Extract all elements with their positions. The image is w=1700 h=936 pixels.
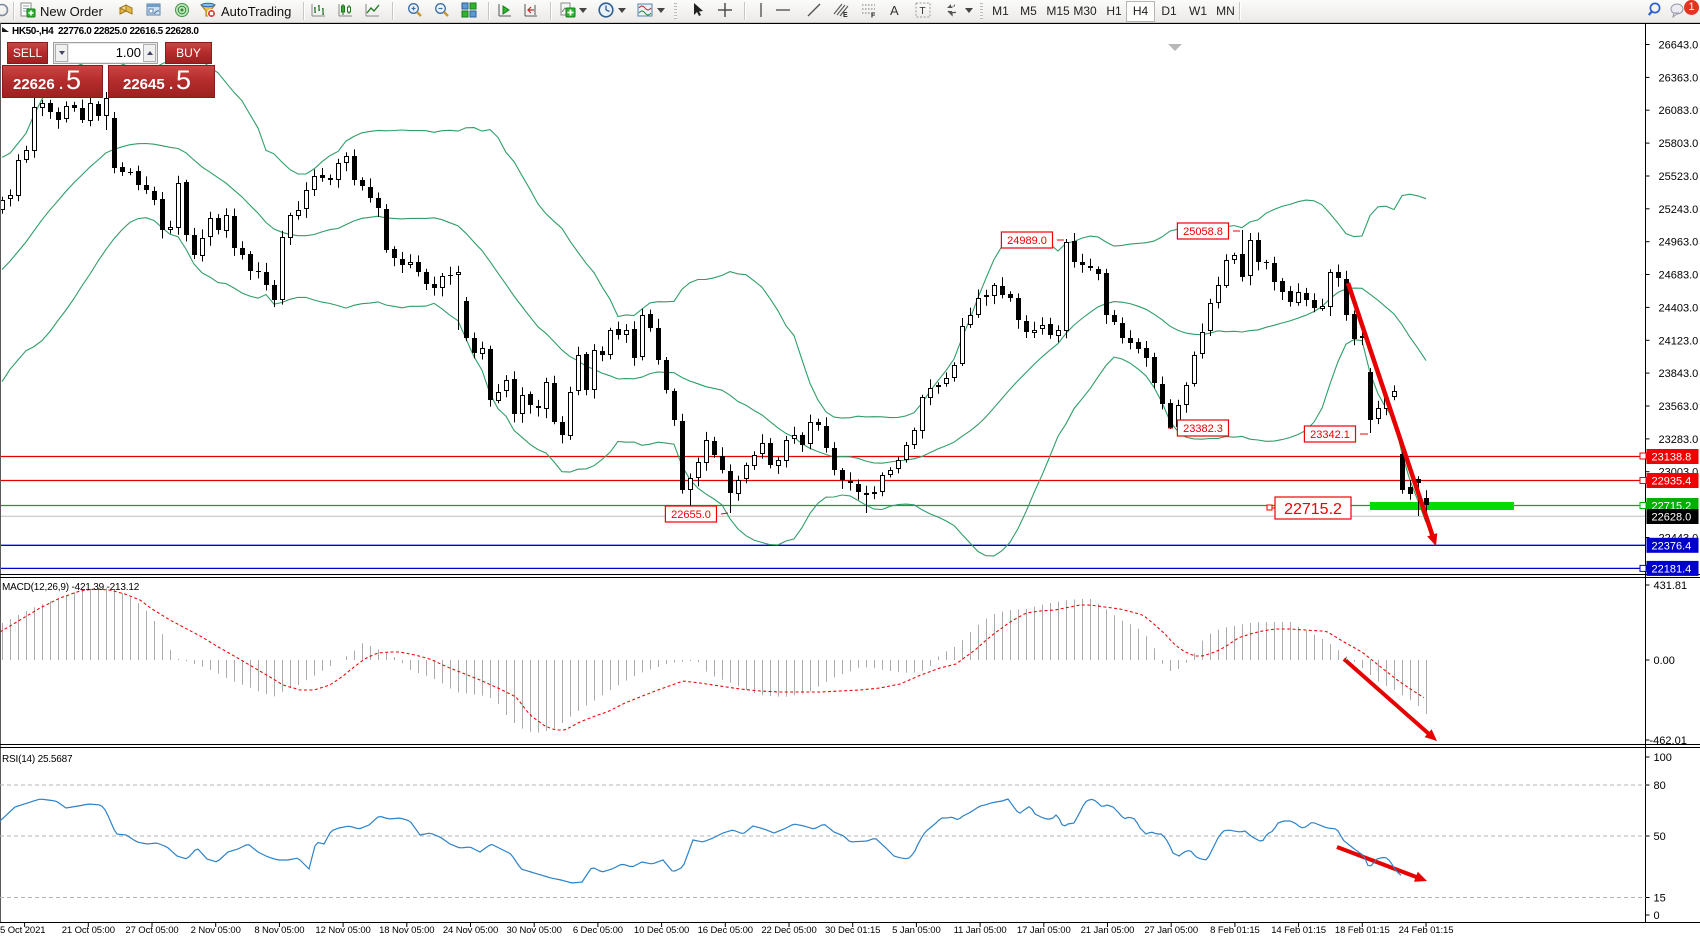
svg-text:25243.0: 25243.0 <box>1659 204 1699 216</box>
svg-text:-462.01: -462.01 <box>1650 735 1687 747</box>
svg-text:26083.0: 26083.0 <box>1659 105 1699 117</box>
svg-text:17 Jan 05:00: 17 Jan 05:00 <box>1017 925 1071 936</box>
svg-text:24989.0: 24989.0 <box>1007 235 1047 247</box>
svg-text:23382.3: 23382.3 <box>1183 423 1223 435</box>
svg-text:8 Feb 01:15: 8 Feb 01:15 <box>1210 925 1260 936</box>
svg-text:21 Oct 05:00: 21 Oct 05:00 <box>62 925 115 936</box>
svg-text:22181.4: 22181.4 <box>1652 563 1692 575</box>
svg-text:E: E <box>843 12 848 18</box>
svg-text:5 Jan 05:00: 5 Jan 05:00 <box>892 925 941 936</box>
svg-text:8 Nov 05:00: 8 Nov 05:00 <box>254 925 304 936</box>
svg-text:25523.0: 25523.0 <box>1659 171 1699 183</box>
svg-text:22376.4: 22376.4 <box>1652 540 1692 552</box>
svg-text:50: 50 <box>1654 831 1666 843</box>
svg-text:0: 0 <box>1654 910 1660 922</box>
svg-text:F: F <box>871 13 876 19</box>
svg-text:21 Jan 05:00: 21 Jan 05:00 <box>1081 925 1135 936</box>
svg-text:23342.1: 23342.1 <box>1310 429 1350 441</box>
svg-text:10 Dec 05:00: 10 Dec 05:00 <box>634 925 689 936</box>
svg-text:T: T <box>920 6 926 17</box>
svg-text:23283.0: 23283.0 <box>1659 434 1699 446</box>
svg-text:16 Dec 05:00: 16 Dec 05:00 <box>698 925 753 936</box>
svg-text:HK50-,H4 22776.0 22825.0 2261: HK50-,H4 22776.0 22825.0 22616.5 22628.0 <box>12 26 199 37</box>
svg-text:14 Feb 01:15: 14 Feb 01:15 <box>1271 925 1326 936</box>
svg-text:22 Dec 05:00: 22 Dec 05:00 <box>761 925 816 936</box>
svg-text:431.81: 431.81 <box>1654 580 1688 592</box>
svg-text:MACD(12,26,9) -421.39 -213.12: MACD(12,26,9) -421.39 -213.12 <box>2 582 140 593</box>
svg-text:18 Nov 05:00: 18 Nov 05:00 <box>379 925 434 936</box>
svg-text:15: 15 <box>1654 893 1666 905</box>
svg-text:2 Nov 05:00: 2 Nov 05:00 <box>191 925 241 936</box>
svg-text:25058.8: 25058.8 <box>1183 226 1223 238</box>
svg-text:26643.0: 26643.0 <box>1659 40 1699 52</box>
svg-text:22628.0: 22628.0 <box>1652 512 1692 524</box>
svg-text:27 Oct 05:00: 27 Oct 05:00 <box>125 925 178 936</box>
svg-text:30 Nov 05:00: 30 Nov 05:00 <box>507 925 562 936</box>
svg-text:24123.0: 24123.0 <box>1659 335 1699 347</box>
svg-text:22715.2: 22715.2 <box>1284 501 1342 518</box>
svg-text:22655.0: 22655.0 <box>671 509 711 521</box>
svg-text:24 Nov 05:00: 24 Nov 05:00 <box>443 925 498 936</box>
svg-text:12 Nov 05:00: 12 Nov 05:00 <box>315 925 370 936</box>
svg-text:23138.8: 23138.8 <box>1652 452 1692 464</box>
svg-text:24 Feb 01:15: 24 Feb 01:15 <box>1399 925 1454 936</box>
svg-text:6 Dec 05:00: 6 Dec 05:00 <box>573 925 623 936</box>
svg-text:26363.0: 26363.0 <box>1659 72 1699 84</box>
svg-text:27 Jan 05:00: 27 Jan 05:00 <box>1144 925 1198 936</box>
svg-text:24963.0: 24963.0 <box>1659 237 1699 249</box>
svg-text:100: 100 <box>1654 752 1672 764</box>
svg-text:22935.4: 22935.4 <box>1652 476 1692 488</box>
svg-text:80: 80 <box>1654 780 1666 792</box>
svg-text:24683.0: 24683.0 <box>1659 270 1699 282</box>
svg-text:RSI(14) 25.5687: RSI(14) 25.5687 <box>2 754 73 765</box>
svg-text:0.00: 0.00 <box>1654 655 1675 667</box>
svg-text:24403.0: 24403.0 <box>1659 302 1699 314</box>
svg-text:5 Oct 2021: 5 Oct 2021 <box>0 925 45 936</box>
svg-text:30 Dec 01:15: 30 Dec 01:15 <box>825 925 880 936</box>
svg-text:11 Jan 05:00: 11 Jan 05:00 <box>954 925 1007 936</box>
svg-text:18 Feb 01:15: 18 Feb 01:15 <box>1335 925 1390 936</box>
svg-text:23843.0: 23843.0 <box>1659 368 1699 380</box>
svg-text:25803.0: 25803.0 <box>1659 138 1699 150</box>
svg-text:23563.0: 23563.0 <box>1659 401 1699 413</box>
